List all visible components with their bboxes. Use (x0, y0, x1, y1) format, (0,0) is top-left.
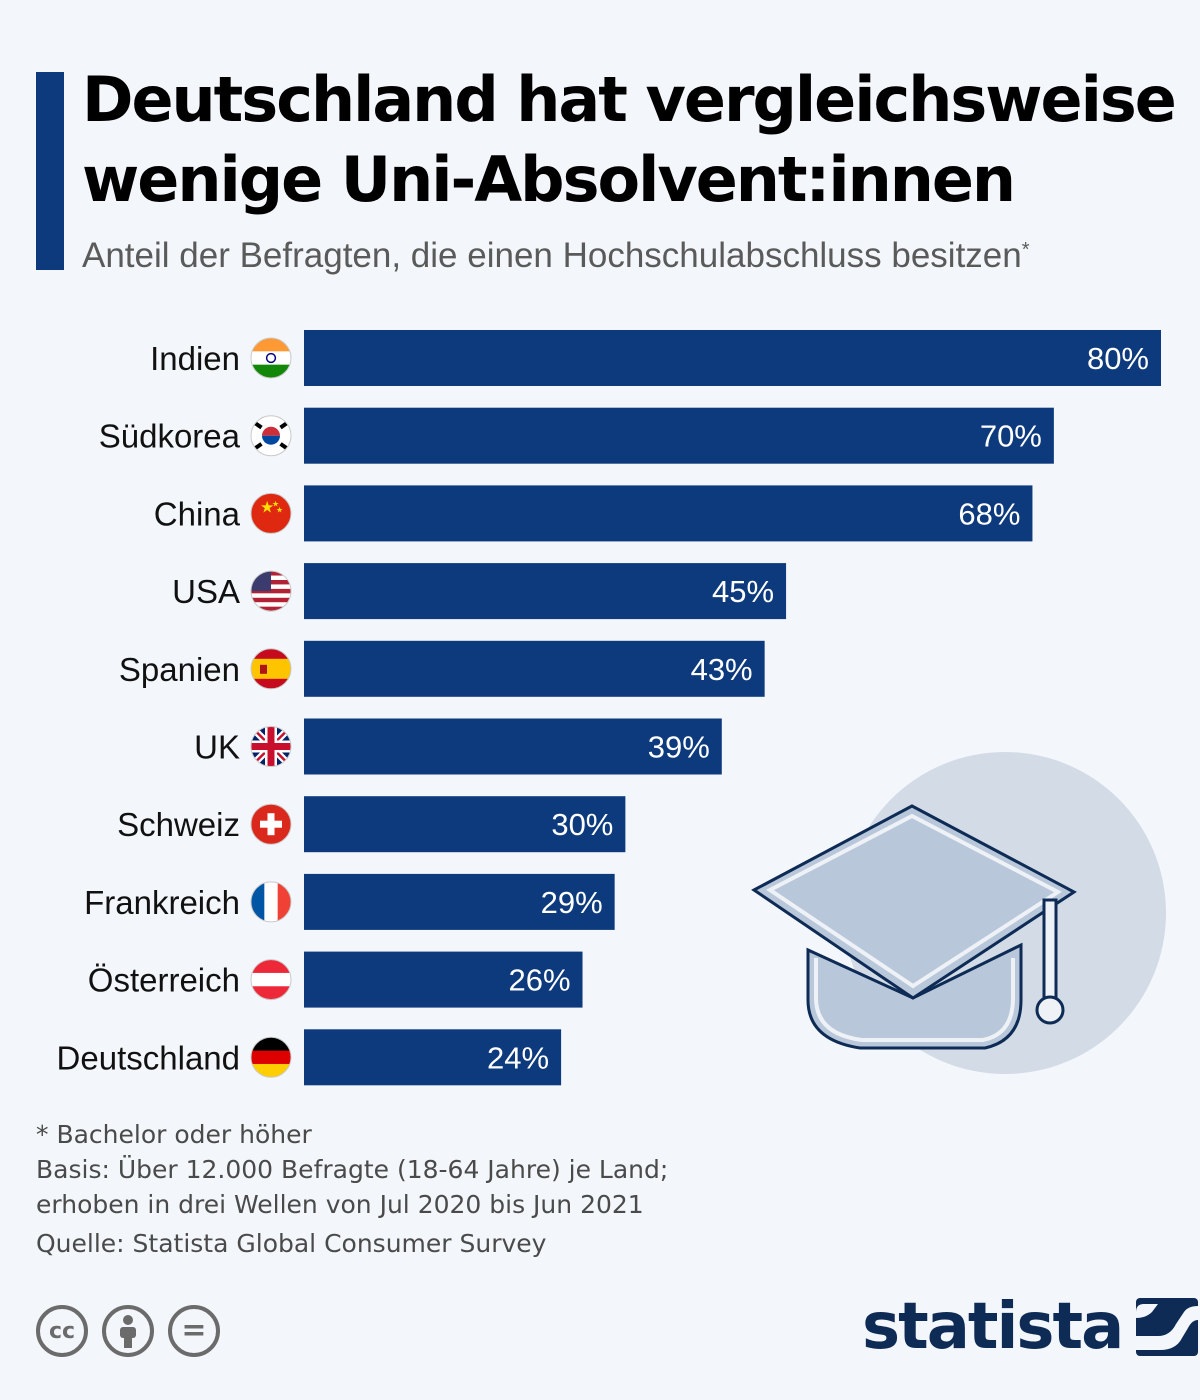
value-label: 43% (691, 652, 753, 687)
license-icons: cc = (36, 1305, 220, 1357)
title-line-1: Deutschland hat vergleichsweise (82, 63, 1177, 136)
flag-usa-icon (250, 570, 292, 612)
bar (304, 330, 1161, 386)
bar-row: 30% Schweiz (117, 796, 626, 853)
bar-row: 29% Frankreich (84, 873, 615, 930)
bar (304, 485, 1033, 542)
page-subtitle: Anteil der Befragten, die einen Hochschu… (82, 232, 1182, 280)
statista-logo[interactable]: statista (862, 1290, 1199, 1364)
bar-row: 68%China ★★★ (154, 485, 1033, 542)
category-label: Österreich (88, 962, 240, 999)
subtitle-text: Anteil der Befragten, die einen Hochschu… (82, 236, 1022, 275)
bar-row: 26% Österreich (88, 951, 583, 1008)
category-label: Schweiz (117, 806, 240, 843)
bar-row: 24% Deutschland (57, 1029, 562, 1086)
bar-row: 39% UK (194, 718, 722, 775)
flag-south-korea-icon (250, 415, 292, 457)
flag-uk-icon (250, 726, 292, 767)
category-label: Südkorea (99, 418, 241, 455)
bar-row: 45% USA (172, 563, 787, 620)
basis-line-2: erhoben in drei Wellen von Jul 2020 bis … (36, 1190, 644, 1219)
bar (304, 1029, 562, 1086)
equals-icon: = (181, 1313, 207, 1348)
page-title: Deutschland hat vergleichsweise wenige U… (82, 60, 1182, 220)
category-label: UK (194, 729, 240, 766)
bar-row: 80% Indien (150, 330, 1161, 386)
value-label: 30% (551, 807, 613, 842)
category-label: Spanien (119, 651, 240, 688)
value-label: 39% (648, 730, 710, 765)
bar (304, 718, 722, 775)
value-label: 68% (958, 496, 1020, 531)
bar (304, 873, 615, 930)
footnote: * Bachelor oder höher (36, 1120, 312, 1149)
bar (304, 951, 583, 1008)
cc-icon[interactable]: cc (36, 1305, 88, 1357)
value-label: 26% (508, 963, 570, 998)
flag-switzerland-icon (250, 803, 292, 845)
flag-germany-icon (250, 1036, 292, 1078)
flag-spain-icon (250, 648, 292, 690)
cc-icon-text: cc (48, 1318, 76, 1344)
basis-line-1: Basis: Über 12.000 Befragte (18-64 Jahre… (36, 1155, 669, 1184)
title-line-2: wenige Uni-Absolvent:innen (82, 143, 1016, 216)
bar (304, 640, 765, 697)
category-label: USA (172, 573, 240, 610)
svg-text:★: ★ (276, 505, 283, 514)
category-label: Frankreich (84, 884, 240, 921)
value-label: 29% (541, 885, 603, 920)
person-icon (120, 1315, 136, 1348)
flag-france-icon (250, 881, 292, 923)
svg-text:★: ★ (272, 499, 279, 508)
value-label: 70% (980, 419, 1042, 454)
brand-name: statista (862, 1290, 1124, 1364)
subtitle-footnote-marker: * (1021, 239, 1030, 261)
bar (304, 407, 1054, 464)
value-label: 80% (1087, 341, 1149, 376)
no-derivatives-icon[interactable]: = (168, 1305, 220, 1357)
svg-text:★: ★ (260, 497, 274, 516)
statista-mark-icon (1136, 1298, 1199, 1356)
chart-notes: * Bachelor oder höher Basis: Über 12.000… (36, 1117, 936, 1261)
category-label: China (154, 495, 241, 532)
bar-row: 43% Spanien (119, 640, 765, 697)
flag-austria-icon (250, 959, 292, 1001)
category-label: Indien (150, 340, 240, 377)
flag-india-icon (250, 337, 292, 379)
flag-china-icon: ★★★ (250, 492, 292, 534)
value-label: 24% (487, 1040, 549, 1075)
by-attribution-icon[interactable] (102, 1305, 154, 1357)
title-accent-bar (36, 72, 64, 270)
bar (304, 796, 626, 853)
bar (304, 563, 787, 620)
value-label: 45% (712, 574, 774, 609)
category-label: Deutschland (57, 1039, 240, 1076)
source-note: Quelle: Statista Global Consumer Survey (36, 1229, 547, 1258)
bar-row: 70% Südkorea (99, 407, 1054, 464)
